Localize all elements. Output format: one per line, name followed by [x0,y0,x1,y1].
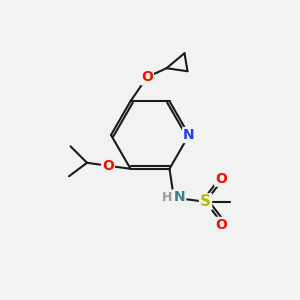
Text: O: O [141,70,153,84]
Text: N: N [174,190,185,204]
Text: H: H [162,191,172,204]
Text: O: O [215,172,227,186]
Text: N: N [183,128,195,142]
Text: S: S [200,194,211,209]
Text: O: O [102,159,114,173]
Text: O: O [215,218,227,232]
